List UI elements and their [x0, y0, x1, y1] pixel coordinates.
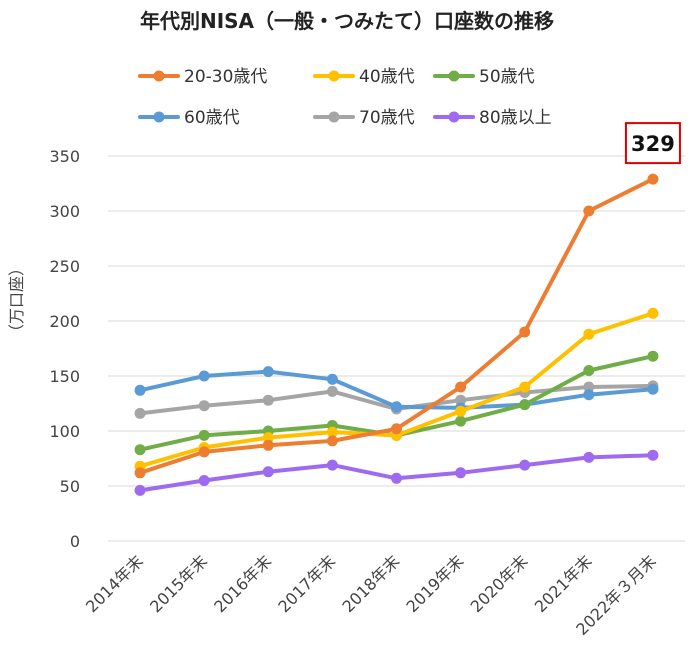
y-tick-label: 150	[49, 367, 80, 386]
data-point	[198, 370, 210, 382]
data-point	[647, 307, 659, 319]
data-point	[583, 328, 595, 340]
legend-label: 40歳代	[359, 67, 415, 87]
legend-label: 20-30歳代	[184, 67, 267, 87]
data-point	[326, 373, 338, 385]
x-tick-label: 2019年末	[403, 551, 468, 616]
legend-swatch-marker	[153, 111, 165, 123]
data-point	[647, 449, 659, 461]
callout-box	[624, 122, 681, 165]
legend-item: 70歳代	[313, 108, 415, 128]
legend-label: 50歳代	[479, 67, 535, 87]
data-point	[519, 381, 531, 393]
data-point	[198, 446, 210, 458]
data-point	[262, 366, 274, 378]
data-point	[391, 472, 402, 484]
series-5	[134, 449, 659, 496]
data-point	[583, 451, 595, 463]
y-tick-label: 350	[49, 147, 80, 166]
series-1	[134, 307, 659, 472]
y-axis-ticks: 0 50 100 150 200 250 300 350	[49, 147, 80, 551]
legend-item: 40歳代	[313, 67, 415, 87]
data-point	[583, 381, 595, 393]
y-tick-label: 0	[70, 532, 80, 551]
x-tick-label: 2014年末	[82, 551, 147, 616]
data-point	[455, 405, 467, 417]
data-point	[455, 467, 467, 479]
data-point	[455, 394, 467, 406]
legend-swatch-marker	[328, 70, 340, 82]
y-axis-label: （万口座）	[7, 260, 26, 340]
y-tick-label: 250	[49, 257, 80, 276]
data-point	[391, 401, 402, 413]
data-point	[198, 400, 210, 412]
data-point	[583, 205, 595, 217]
chart-title: 年代別NISA（一般・つみたて）口座数の推移	[140, 9, 554, 33]
y-tick-label: 50	[60, 477, 80, 496]
data-point	[262, 439, 274, 451]
callouts: 329	[624, 122, 681, 165]
data-point	[647, 173, 659, 185]
data-point	[647, 383, 659, 395]
data-point	[455, 381, 467, 393]
data-point	[262, 432, 274, 444]
legend-swatch-marker	[153, 70, 165, 82]
data-point	[134, 384, 146, 396]
data-point	[455, 415, 467, 427]
series-0	[134, 173, 659, 479]
data-point	[326, 435, 338, 447]
legend-swatch-marker	[448, 111, 460, 123]
data-point	[326, 459, 338, 471]
data-point	[519, 326, 531, 338]
data-point	[519, 399, 531, 411]
legend-item: 50歳代	[433, 67, 535, 87]
legend-label: 60歳代	[184, 108, 240, 128]
legend-swatch-marker	[328, 111, 340, 123]
data-point	[198, 475, 210, 486]
data-point	[583, 389, 595, 401]
data-point	[134, 444, 146, 456]
y-tick-label: 100	[49, 422, 80, 441]
legend-item: 20-30歳代	[138, 67, 267, 87]
x-axis-ticks: 2014年末 2015年末 2016年末 2017年末 2018年末 2019年末 2020…	[82, 551, 660, 638]
legend-item: 60歳代	[138, 108, 240, 128]
x-tick-label: 2017年末	[274, 551, 339, 616]
callout-label: 329	[631, 132, 675, 156]
x-tick-label: 2020年末	[467, 551, 532, 616]
x-tick-label: 2021年末	[531, 551, 596, 616]
y-tick-label: 200	[49, 312, 80, 331]
data-point	[583, 365, 595, 376]
legend-item: 80歳以上	[433, 108, 552, 128]
x-tick-label: 2016年末	[210, 551, 275, 616]
data-point	[519, 459, 531, 471]
legend-swatch-marker	[448, 70, 460, 82]
data-point	[262, 394, 274, 406]
legend-label: 80歳以上	[479, 108, 552, 128]
data-point	[198, 429, 210, 441]
series-lines	[134, 173, 659, 496]
data-point	[134, 467, 146, 479]
data-point	[391, 423, 402, 435]
data-point	[326, 426, 338, 438]
x-tick-label: 2018年末	[338, 551, 403, 616]
data-point	[647, 350, 659, 362]
data-point	[134, 407, 146, 419]
legend: 20-30歳代 40歳代 50歳代 60歳代 70歳代 80歳以上	[138, 67, 552, 128]
data-point	[262, 466, 274, 478]
series-4	[134, 380, 659, 419]
x-tick-label: 2015年末	[146, 551, 211, 616]
data-point	[326, 385, 338, 397]
y-tick-label: 300	[49, 202, 80, 221]
data-point	[134, 484, 146, 496]
legend-label: 70歳代	[359, 108, 415, 128]
